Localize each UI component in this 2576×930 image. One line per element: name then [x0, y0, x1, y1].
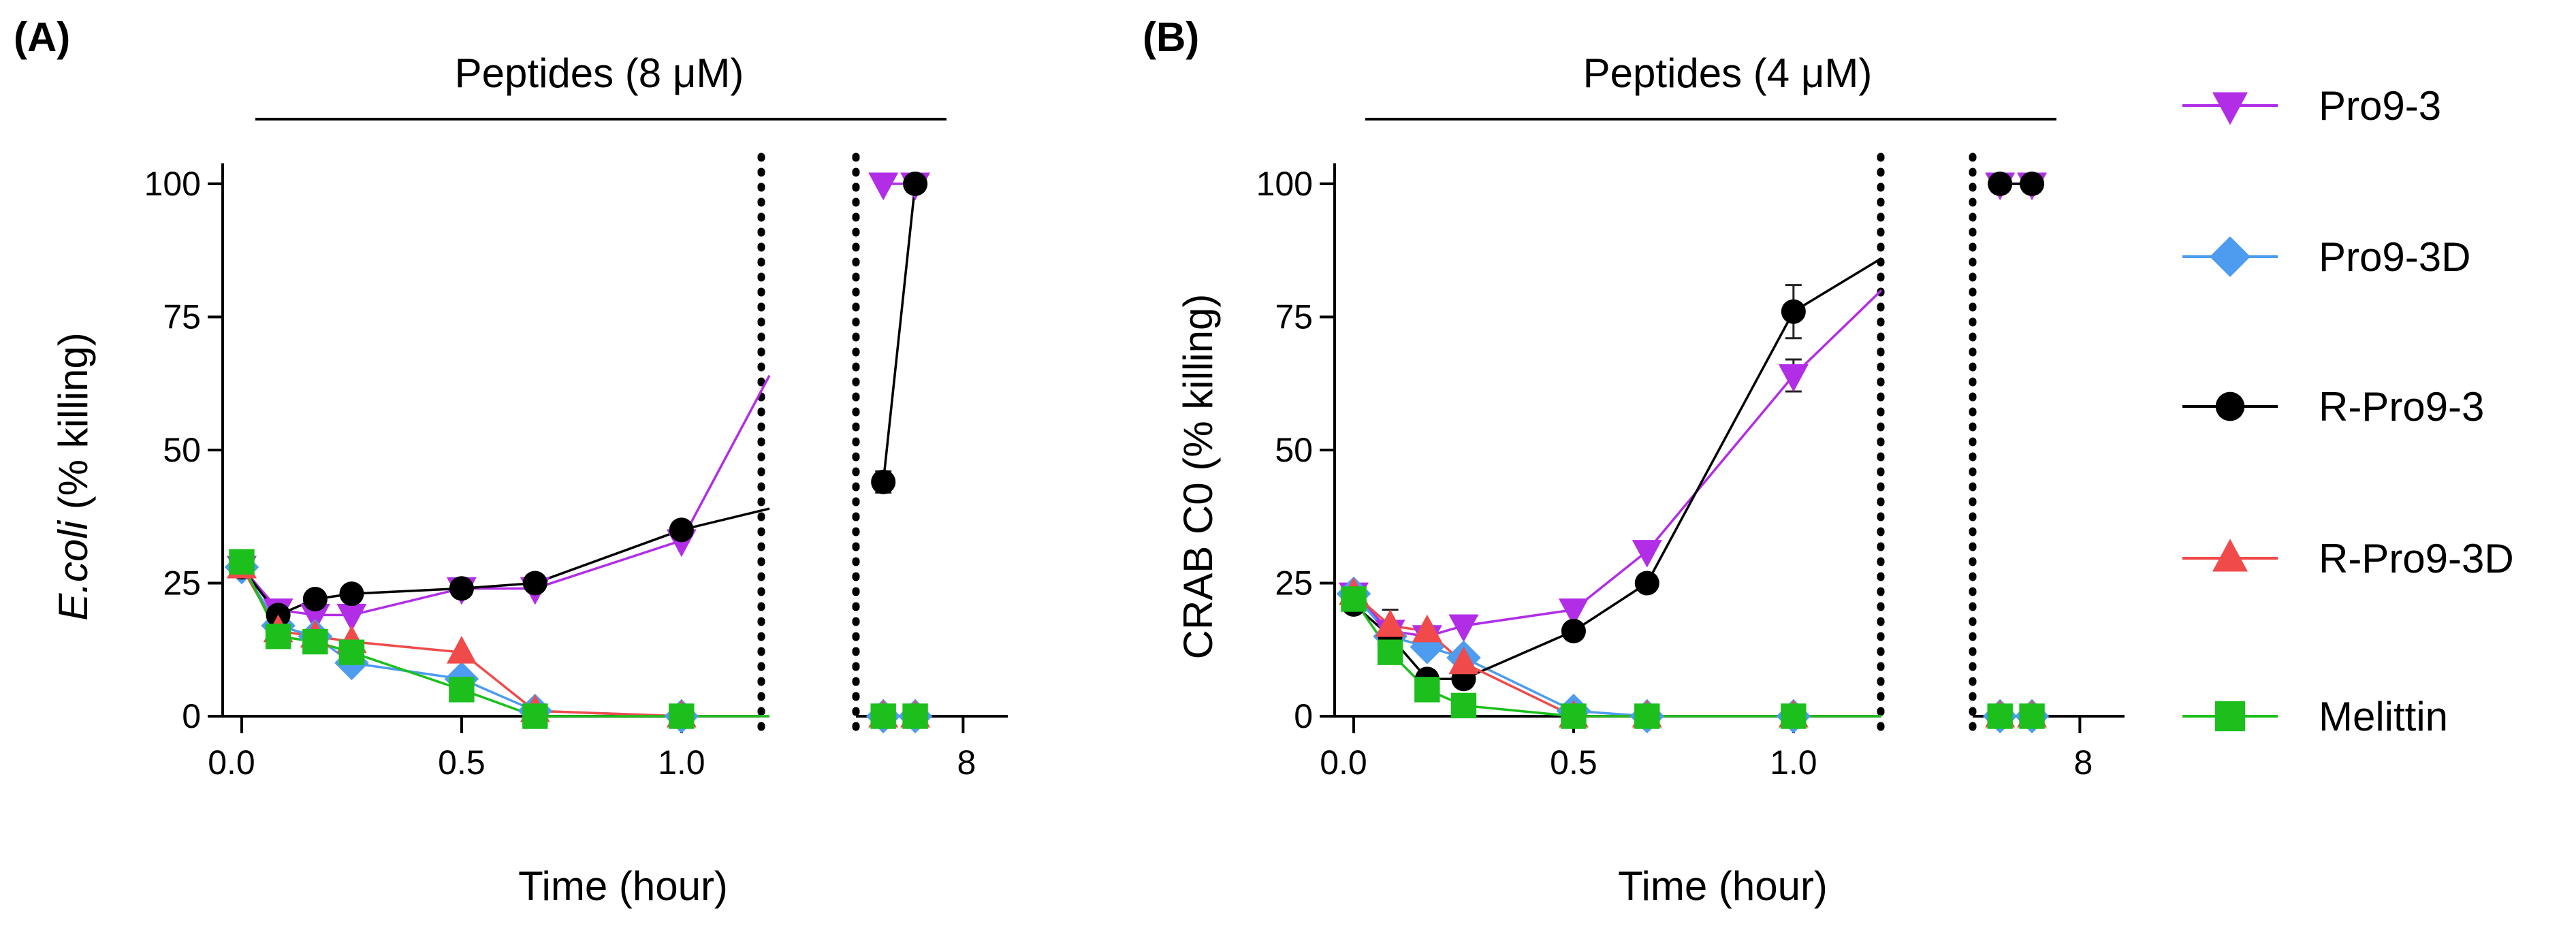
legend-label-pro9-3: Pro9-3 — [2319, 83, 2441, 129]
data-point-pro9-3 — [868, 172, 899, 201]
x-tick-label: 0.5 — [438, 743, 486, 782]
legend-marker-melittin — [2214, 701, 2246, 732]
y-axis-label-text: CRAB C0 (% killing) — [1175, 294, 1221, 660]
y-tick-label: 50 — [1275, 431, 1313, 469]
data-point-pro9-3 — [336, 603, 367, 632]
y-tick-label: 75 — [163, 298, 201, 336]
data-point-r-pro9-3 — [669, 517, 694, 543]
data-point-melittin — [870, 703, 896, 729]
data-point-r-pro9-3 — [903, 171, 928, 197]
panel-label: (B) — [1143, 14, 1199, 60]
data-point-r-pro9-3d — [1448, 646, 1479, 675]
data-point-melittin — [229, 549, 255, 575]
data-point-melittin — [522, 703, 548, 729]
data-point-r-pro9-3 — [2020, 171, 2045, 197]
data-point-r-pro9-3 — [871, 469, 896, 494]
data-point-r-pro9-3d — [1375, 609, 1405, 637]
data-point-melittin — [1377, 639, 1403, 665]
y-tick-label: 100 — [1256, 165, 1313, 203]
data-point-pro9-3 — [1448, 614, 1479, 643]
x-tick-label: 0.0 — [1320, 743, 1367, 782]
y-tick-label: 25 — [1275, 564, 1313, 603]
data-point-melittin — [2019, 703, 2045, 729]
legend-label-r-pro9-3: R-Pro9-3 — [2319, 384, 2484, 430]
y-tick-label: 0 — [1294, 697, 1313, 735]
data-point-pro9-3 — [1632, 540, 1662, 568]
x-axis-label: Time (hour) — [1618, 863, 1828, 909]
data-point-r-pro9-3 — [339, 581, 364, 607]
data-point-r-pro9-3 — [1561, 618, 1586, 643]
y-tick-label: 75 — [1275, 298, 1313, 336]
series-line-pro9-3 — [240, 374, 771, 617]
panel-b: (B) Peptides (4 μM) 0 25 50 75 100 0.0 0.5 1.0 8 Ti… — [1143, 14, 2125, 909]
y-tick-label: 0 — [182, 697, 201, 735]
data-point-melittin — [265, 624, 291, 650]
data-point-melittin — [449, 677, 475, 703]
data-point-melittin — [1341, 586, 1367, 612]
data-point-pro9-3 — [1558, 598, 1589, 626]
data-point-melittin — [1561, 703, 1587, 729]
data-point-r-pro9-3 — [449, 576, 474, 601]
legend-label-r-pro9-3d: R-Pro9-3D — [2319, 536, 2514, 581]
legend-label-melittin: Melittin — [2319, 694, 2448, 739]
x-tick-label: 1.0 — [658, 743, 705, 782]
series-line-pro9-3 — [1352, 289, 1883, 638]
data-point-pro9-3 — [1778, 364, 1809, 392]
x-tick-label: 0.0 — [208, 743, 255, 782]
x-tick-label: 0.5 — [1550, 743, 1597, 782]
treatment-header: Peptides (8 μM) — [455, 50, 744, 96]
data-point-r-pro9-3d — [1412, 614, 1442, 643]
legend-label-pro9-3d: Pro9-3D — [2319, 234, 2470, 280]
data-point-melittin — [1450, 692, 1477, 719]
data-point-pro9-3 — [300, 603, 330, 632]
data-point-melittin — [1634, 703, 1660, 729]
data-point-melittin — [338, 639, 365, 665]
treatment-header: Peptides (4 μM) — [1583, 50, 1873, 96]
data-point-melittin — [1414, 677, 1440, 703]
data-point-melittin — [302, 628, 328, 655]
y-axis-label: E.coli (% killing) — [50, 332, 96, 620]
data-point-r-pro9-3 — [1781, 299, 1806, 324]
x-tick-label: 1.0 — [1770, 743, 1817, 782]
data-point-r-pro9-3 — [1988, 171, 2013, 197]
y-tick-label: 50 — [163, 431, 201, 469]
legend-marker-pro9-3 — [2212, 92, 2248, 125]
x-axis-label: Time (hour) — [518, 863, 728, 909]
y-axis-label-organism: E.coli — [50, 519, 96, 620]
panel-a: (A) Peptides (8 μM) 0 25 50 75 100 0.0 0.5 1.0 8 Ti… — [14, 14, 1008, 909]
data-point-melittin — [902, 703, 928, 729]
y-tick-label: 100 — [144, 165, 201, 203]
x-tick-label: 8 — [2073, 743, 2093, 782]
legend-marker-r-pro9-3d — [2212, 539, 2248, 572]
data-point-r-pro9-3 — [522, 571, 547, 596]
data-point-r-pro9-3d — [446, 635, 477, 664]
panel-label: (A) — [14, 14, 70, 60]
legend-marker-r-pro9-3 — [2215, 391, 2245, 421]
data-point-melittin — [1987, 703, 2013, 729]
series-line-late-r-pro9-3 — [882, 183, 917, 483]
legend-marker-pro9-3d — [2210, 236, 2251, 277]
data-point-melittin — [669, 703, 695, 729]
data-point-r-pro9-3 — [302, 586, 328, 612]
y-axis-label: CRAB C0 (% killing) — [1175, 294, 1221, 660]
y-tick-label: 25 — [163, 564, 201, 603]
data-point-r-pro9-3 — [1634, 571, 1659, 596]
legend: Pro9-3 Pro9-3D R-Pro9-3 R-Pro9-3D Melittin — [2182, 83, 2514, 739]
x-tick-label: 8 — [957, 743, 976, 782]
data-point-melittin — [1781, 703, 1807, 729]
y-axis-label-text: (% killing) — [50, 332, 96, 521]
series-line-r-pro9-3 — [1352, 257, 1882, 681]
